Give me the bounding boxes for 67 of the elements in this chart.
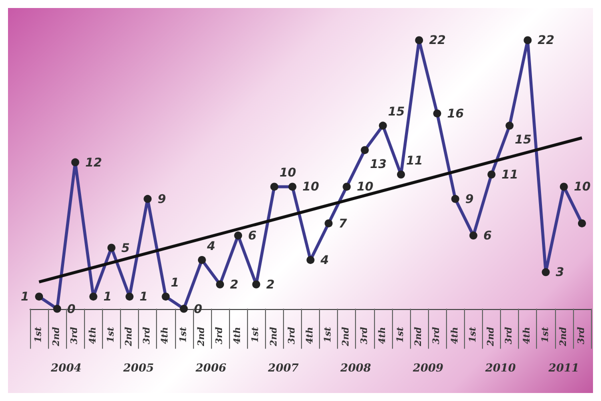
x-tick-label: 3rd: [576, 326, 587, 344]
text: 2007: [267, 362, 300, 374]
data-label: 16: [447, 106, 464, 120]
data-label: 2: [266, 277, 275, 292]
text: 2004: [50, 362, 82, 374]
data-label: 13: [370, 157, 387, 172]
x-tick-label: 3rd: [70, 326, 80, 344]
x-tick-label: 2nd: [414, 326, 424, 348]
data-label: 3: [556, 265, 564, 280]
x-tick-label: 4th: [450, 327, 460, 344]
data-label: 4: [320, 252, 329, 267]
x-tick-label: 2nd: [52, 326, 62, 348]
x-tick-label: 1st: [468, 326, 478, 342]
x-tick-label: 4th: [233, 327, 244, 344]
data-label: 22: [429, 33, 446, 48]
data-label: 11: [501, 168, 518, 182]
data-label: 1: [140, 290, 148, 304]
x-tick-label: 2nd: [342, 326, 352, 348]
x-tick-label: 1st: [540, 326, 551, 342]
data-label: 4: [206, 238, 216, 253]
text: 2006: [194, 362, 227, 374]
x-tick-label: 2nd: [269, 326, 280, 348]
x-tick-label: 4th: [378, 327, 388, 344]
x-tick-label: 3rd: [432, 326, 442, 344]
data-label: 10: [302, 180, 320, 194]
x-tick-label: 2nd: [558, 326, 569, 348]
x-tick-label: 1st: [324, 326, 334, 342]
x-tick-label: 4th: [306, 327, 316, 344]
data-label: 12: [85, 155, 102, 170]
data-label: 5: [121, 240, 130, 255]
x-tick-label: 2nd: [486, 326, 496, 348]
data-label: 11: [406, 154, 423, 168]
x-tick-label: 3rd: [287, 326, 298, 344]
data-label: 10: [279, 166, 296, 180]
text: 2010: [484, 362, 516, 374]
text: 2008: [339, 362, 372, 374]
x-tick-label: 1st: [106, 326, 116, 342]
x-tick-label: 4th: [160, 327, 171, 344]
data-label: 10: [574, 180, 591, 194]
text: 2009: [412, 362, 444, 374]
data-label: 9: [158, 192, 166, 206]
data-label: 1: [103, 290, 112, 304]
x-tick-label: 1st: [251, 326, 262, 342]
x-tick-label: 4th: [88, 327, 98, 344]
x-tick-label: 4th: [522, 327, 533, 344]
x-tick-label: 3rd: [504, 326, 515, 344]
data-label: 2: [230, 277, 238, 292]
data-label: 1: [20, 290, 30, 304]
x-tick-label: 3rd: [360, 326, 370, 344]
data-label: 10: [356, 180, 374, 194]
x-tick-label: 3rd: [215, 326, 226, 344]
data-label: 6: [248, 228, 256, 243]
data-label: 6: [483, 228, 492, 243]
x-tick-label: 1st: [396, 326, 406, 342]
x-tick-label: 2nd: [124, 326, 135, 348]
data-label: 22: [538, 33, 554, 48]
x-tick-label: 2nd: [196, 326, 207, 348]
x-tick-label: 1st: [178, 326, 189, 342]
data-label: 15: [514, 132, 532, 147]
text: 2005: [122, 362, 154, 374]
data-label: 15: [388, 104, 405, 119]
data-label: 1: [170, 276, 180, 290]
data-label: 9: [465, 192, 474, 206]
data-label: 7: [338, 216, 348, 230]
text: 2011: [548, 362, 580, 374]
x-tick-label: 3rd: [142, 326, 153, 344]
x-tick-label: 1st: [34, 326, 44, 342]
